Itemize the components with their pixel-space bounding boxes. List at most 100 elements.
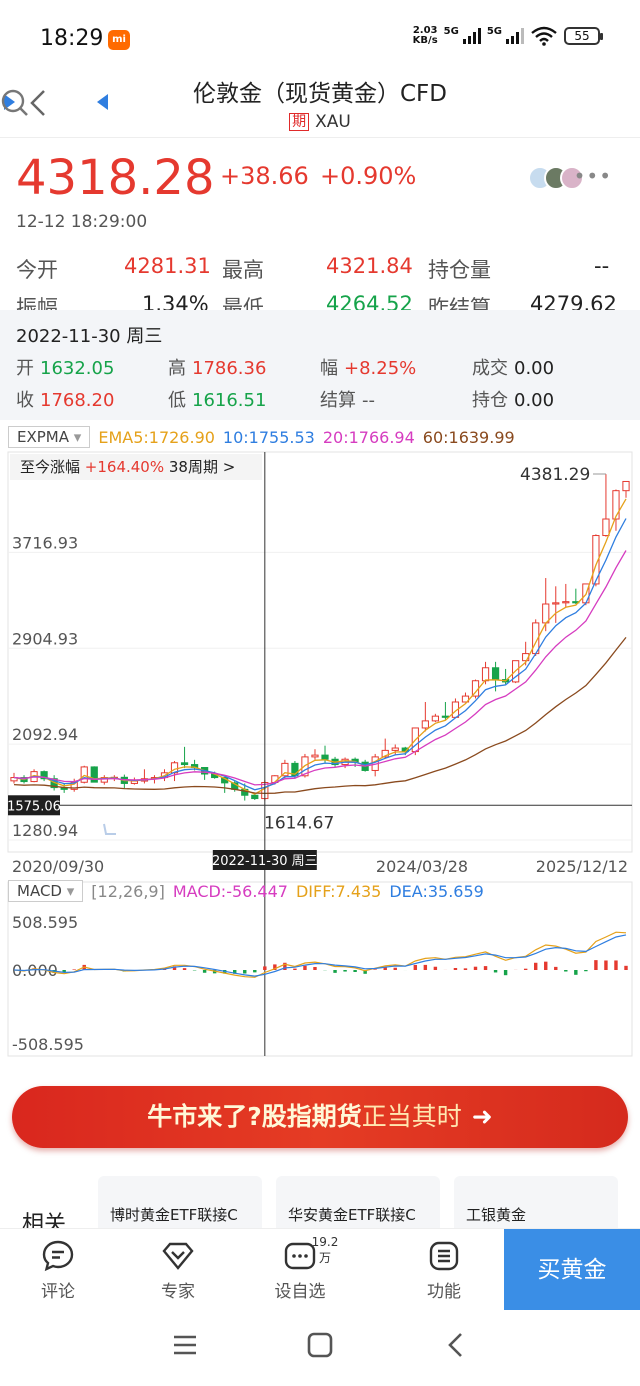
- low-label: 最低: [222, 296, 264, 310]
- macd-params: [12,26,9]: [91, 881, 165, 901]
- price-tick-label: 2904.93: [12, 629, 78, 648]
- related-card[interactable]: 博时黄金ETF联接C: [98, 1176, 262, 1236]
- crosshair-detail: 2022-11-30 周三 开 1632.05 高 1786.36 幅 +8.25% …: [0, 310, 640, 420]
- signal-type-1: 5G: [443, 26, 459, 37]
- banner-text-3: 正当其时: [361, 1102, 462, 1131]
- expert-button[interactable]: 专家: [138, 1239, 218, 1302]
- status-time: 18:29: [40, 26, 104, 51]
- candle-body: [491, 667, 500, 681]
- ema60-value: 60:1639.99: [422, 427, 515, 447]
- candle-body: [552, 602, 560, 605]
- candle-body: [251, 794, 259, 800]
- arrow-right-icon: ➜: [471, 1102, 493, 1131]
- related-card[interactable]: 工银黄金: [454, 1176, 618, 1236]
- buy-gold-button[interactable]: 买黄金: [504, 1229, 640, 1311]
- detail-high: 高 1786.36: [168, 358, 267, 379]
- candle-body: [461, 695, 470, 703]
- prev-symbol-icon[interactable]: [94, 92, 112, 112]
- price-tick-label: 2092.94: [12, 725, 78, 744]
- candle-body: [180, 762, 189, 766]
- avatar: [560, 166, 584, 190]
- candle-body: [602, 518, 610, 537]
- main-chart-frame: [7, 451, 633, 853]
- candle-body: [311, 754, 319, 758]
- comment-button[interactable]: 评论: [18, 1239, 98, 1302]
- dea-line: [13, 934, 627, 977]
- last-price: 4318.28: [16, 150, 215, 206]
- macd-tick-label: 0.000: [12, 961, 58, 980]
- wifi-icon: [531, 26, 557, 46]
- functions-button[interactable]: 功能: [404, 1239, 484, 1302]
- quote-panel: 4318.28 +38.66 +0.90% ••• 12-12 18:29:00…: [0, 140, 640, 310]
- related-card[interactable]: 华安黄金ETF联接C: [276, 1176, 440, 1236]
- kline-chart[interactable]: 3716.93 2904.93 2092.94 1280.94 4381.29 1575.…: [0, 420, 640, 1060]
- candle-body: [281, 762, 289, 777]
- price-tick-label: 1280.94: [12, 821, 78, 840]
- search-icon[interactable]: [0, 88, 30, 118]
- back-icon[interactable]: [24, 86, 54, 120]
- ema60-line: [13, 636, 627, 795]
- prev-settle-label: 昨结算: [428, 296, 491, 310]
- crosshair-price-label: 1575.06: [7, 799, 61, 814]
- mi-app-icon: mi: [108, 30, 130, 50]
- main-indicator-select[interactable]: EXPMA ▾: [8, 426, 91, 448]
- quote-time: 12-12 18:29:00: [16, 212, 148, 232]
- symbol-code: XAU: [315, 112, 351, 132]
- price-change-pct: +0.90%: [320, 162, 417, 190]
- ema5-line: [13, 498, 627, 795]
- range-gain[interactable]: 至今涨幅 +164.40% 38周期 >: [10, 454, 262, 480]
- diamond-icon: [162, 1242, 194, 1270]
- detail-vol: 成交 0.00: [472, 358, 555, 379]
- page-title: 伦敦金（现货黄金）CFD: [193, 81, 447, 107]
- prev-settle-value: 4279.62: [530, 292, 617, 310]
- candle-body: [100, 777, 108, 783]
- candle-body: [562, 601, 570, 604]
- kline-chart-area[interactable]: 3716.93 2904.93 2092.94 1280.94 4381.29 1575.…: [0, 420, 640, 1060]
- candle-body: [431, 715, 439, 722]
- net-speed: 2.03 KB/s: [412, 25, 438, 46]
- x-tick-label: 2020/09/30: [12, 857, 104, 876]
- community-avatars[interactable]: [528, 166, 584, 190]
- oi-label: 持仓量: [428, 258, 491, 282]
- high-label: 最高: [222, 258, 264, 282]
- signal-icon: [462, 28, 481, 44]
- next-symbol-icon[interactable]: [0, 92, 18, 112]
- candle-body: [481, 667, 490, 682]
- amp-value: 1.34%: [142, 292, 209, 310]
- add-watchlist-icon: [284, 1242, 316, 1270]
- amp-label: 振幅: [16, 296, 58, 310]
- crosshair-date-label: 2022-11-30 周三: [212, 854, 318, 869]
- more-icon[interactable]: •••: [573, 164, 612, 188]
- comment-icon: [42, 1240, 74, 1272]
- price-change: +38.66: [220, 162, 309, 190]
- home-icon[interactable]: [305, 1330, 335, 1360]
- banner-text-1: 牛市来了?: [147, 1102, 262, 1131]
- macd-chart-frame: [7, 881, 633, 1057]
- candle-body: [80, 766, 88, 783]
- recent-apps-icon[interactable]: [170, 1330, 200, 1360]
- detail-close: 收 1768.20: [16, 390, 115, 411]
- open-label: 今开: [16, 258, 58, 282]
- ema10-line: [13, 518, 627, 791]
- candle-body: [381, 749, 389, 758]
- min-price-label: 1614.67: [264, 813, 334, 833]
- ema20-line: [13, 550, 627, 786]
- x-tick-label: 2025/12/12: [536, 857, 628, 876]
- promo-banner[interactable]: 牛市来了?股指期货正当其时 ➜: [12, 1086, 628, 1148]
- system-nav-bar: [0, 1310, 640, 1386]
- diff-line: [13, 931, 627, 978]
- crosshair-price-box: [8, 795, 60, 816]
- battery-icon: 55: [564, 27, 603, 45]
- back-nav-icon[interactable]: [442, 1330, 472, 1360]
- add-watchlist-button[interactable]: 19.2万 设自选: [274, 1235, 339, 1302]
- candle-body: [421, 720, 429, 729]
- candle-body: [542, 603, 550, 624]
- sub-indicator-select[interactable]: MACD ▾: [8, 880, 84, 902]
- detail-amp: 幅 +8.25%: [320, 358, 417, 379]
- dea-value: DEA:35.659: [389, 881, 484, 901]
- ema10-value: 10:1755.53: [222, 427, 315, 447]
- max-price-label: 4381.29: [520, 465, 590, 485]
- watch-count: 19.2万: [311, 1235, 339, 1265]
- candle-body: [90, 766, 98, 783]
- diff-value: DIFF:7.435: [295, 881, 382, 901]
